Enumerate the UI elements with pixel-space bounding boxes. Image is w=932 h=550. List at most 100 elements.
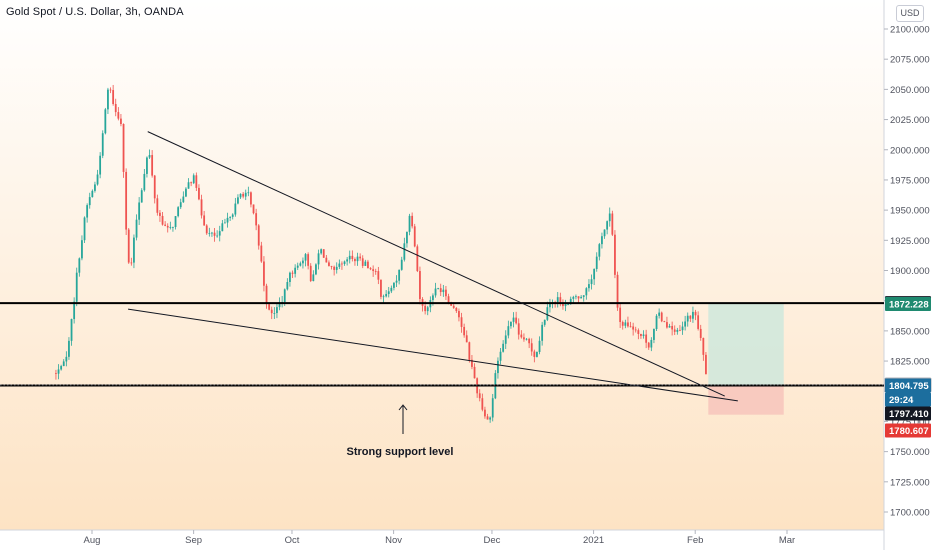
candle-body <box>606 221 609 230</box>
candle-body <box>203 215 206 226</box>
plot-background <box>0 0 884 530</box>
candle-body <box>588 284 590 289</box>
candle-body <box>91 190 94 198</box>
candle-body <box>705 354 707 375</box>
candle-body <box>629 326 632 328</box>
candle-body <box>322 249 325 258</box>
candle-body <box>364 261 367 266</box>
candle-body <box>567 304 570 305</box>
candle-body <box>211 232 213 234</box>
candle-body <box>621 322 624 326</box>
candle-body <box>536 351 538 357</box>
support-arrow-head <box>398 404 408 411</box>
candle-body <box>673 329 676 332</box>
candle-body <box>218 231 221 236</box>
candle-body <box>276 307 278 314</box>
price-tick-label: 1850.000 <box>890 326 930 337</box>
price-tick-label: 1950.000 <box>890 206 930 217</box>
candle-body <box>260 245 263 262</box>
candle-body <box>291 272 294 274</box>
candle-body <box>460 317 463 327</box>
candle-body <box>138 202 141 220</box>
candle-body <box>559 297 562 305</box>
candle-body <box>315 264 317 275</box>
profit-target-zone[interactable] <box>708 303 784 385</box>
candle-body <box>268 304 271 310</box>
price-tick-label: 2025.000 <box>890 115 930 126</box>
price-tick-label: 2000.000 <box>890 145 930 156</box>
lower-trendline[interactable] <box>127 308 738 402</box>
candle-body <box>686 315 689 322</box>
candle-body <box>348 255 351 260</box>
time-tick-label: Oct <box>285 535 300 546</box>
candle-body <box>650 339 653 348</box>
candle-body <box>611 213 614 235</box>
currency-button[interactable]: USD <box>896 5 924 22</box>
candle-body <box>455 307 458 312</box>
candle-body <box>660 312 663 322</box>
candle-body <box>637 330 640 334</box>
candle-body <box>400 259 403 270</box>
candle-body <box>416 246 419 272</box>
candle-body <box>520 334 523 338</box>
candle-body <box>582 295 585 297</box>
price-tick-label: 1725.000 <box>890 477 930 488</box>
candle-body <box>294 267 297 274</box>
candle-body <box>68 340 70 357</box>
candle-body <box>426 307 429 312</box>
candle-body <box>601 236 603 245</box>
candle-body <box>273 313 276 314</box>
candle-body <box>187 182 190 189</box>
candle-body <box>668 326 671 328</box>
candle-body <box>242 193 245 197</box>
candle-body <box>172 227 174 228</box>
candle-body <box>473 366 476 379</box>
candle-body <box>125 171 128 230</box>
price-tag-blue <box>885 378 931 393</box>
upper-trendline[interactable] <box>147 131 725 397</box>
candle-body <box>504 335 507 344</box>
candle-body <box>614 234 616 275</box>
stop-loss-zone[interactable] <box>708 384 784 415</box>
candle-body <box>283 289 286 302</box>
time-tick-label: Aug <box>84 535 101 546</box>
candle-body <box>497 360 499 374</box>
candle-body <box>164 224 167 226</box>
candle-body <box>432 295 434 301</box>
price-tag-label: 1872.228 <box>889 300 929 311</box>
candle-body <box>65 356 68 362</box>
candle-body <box>320 249 323 254</box>
candle-body <box>549 303 551 308</box>
candle-body <box>543 319 546 325</box>
candle-body <box>541 324 544 341</box>
candle-body <box>486 416 489 420</box>
candle-body <box>395 280 398 283</box>
candle-body <box>590 279 593 285</box>
candle-body <box>122 124 125 172</box>
candle-body <box>192 175 195 184</box>
chart-title: Gold Spot / U.S. Dollar, 3h, OANDA <box>6 6 184 18</box>
candle-body <box>653 328 655 340</box>
candle-body <box>575 296 577 298</box>
candle-body <box>689 315 692 319</box>
candle-body <box>361 258 364 266</box>
candle-body <box>304 254 307 261</box>
candle-body <box>437 288 440 289</box>
price-tick-label: 2050.000 <box>890 85 930 96</box>
time-tick-label: Feb <box>687 535 703 546</box>
time-tick-label: 2021 <box>583 535 604 546</box>
candle-body <box>114 104 117 113</box>
candle-body <box>73 301 76 320</box>
candle-body <box>694 311 697 316</box>
candle-body <box>517 323 520 335</box>
candle-body <box>302 260 304 264</box>
candle-body <box>369 268 372 270</box>
candle-body <box>88 197 91 206</box>
price-tick-label: 1825.000 <box>890 357 930 368</box>
candle-body <box>317 253 320 265</box>
candle-body <box>143 173 146 191</box>
candle-body <box>569 298 572 305</box>
candle-body <box>403 243 406 260</box>
